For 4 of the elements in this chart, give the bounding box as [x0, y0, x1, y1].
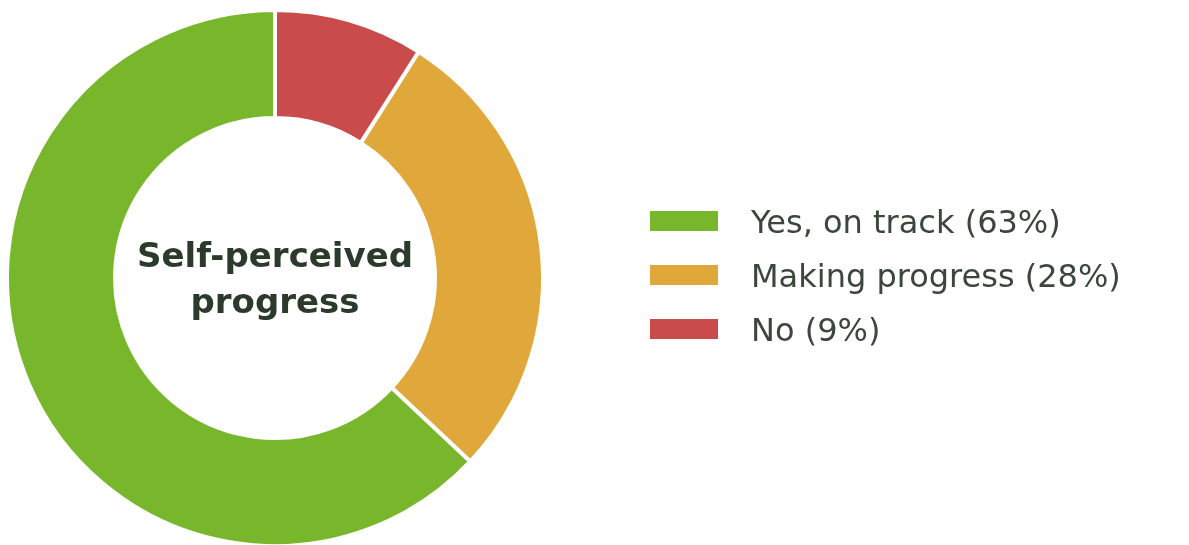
legend-label: Yes, on track (63%) [750, 203, 1061, 241]
legend-label: No (9%) [751, 311, 881, 349]
text: Self-perceived progress [136, 235, 414, 321]
legend-label: Making progress (28%) [751, 257, 1121, 295]
